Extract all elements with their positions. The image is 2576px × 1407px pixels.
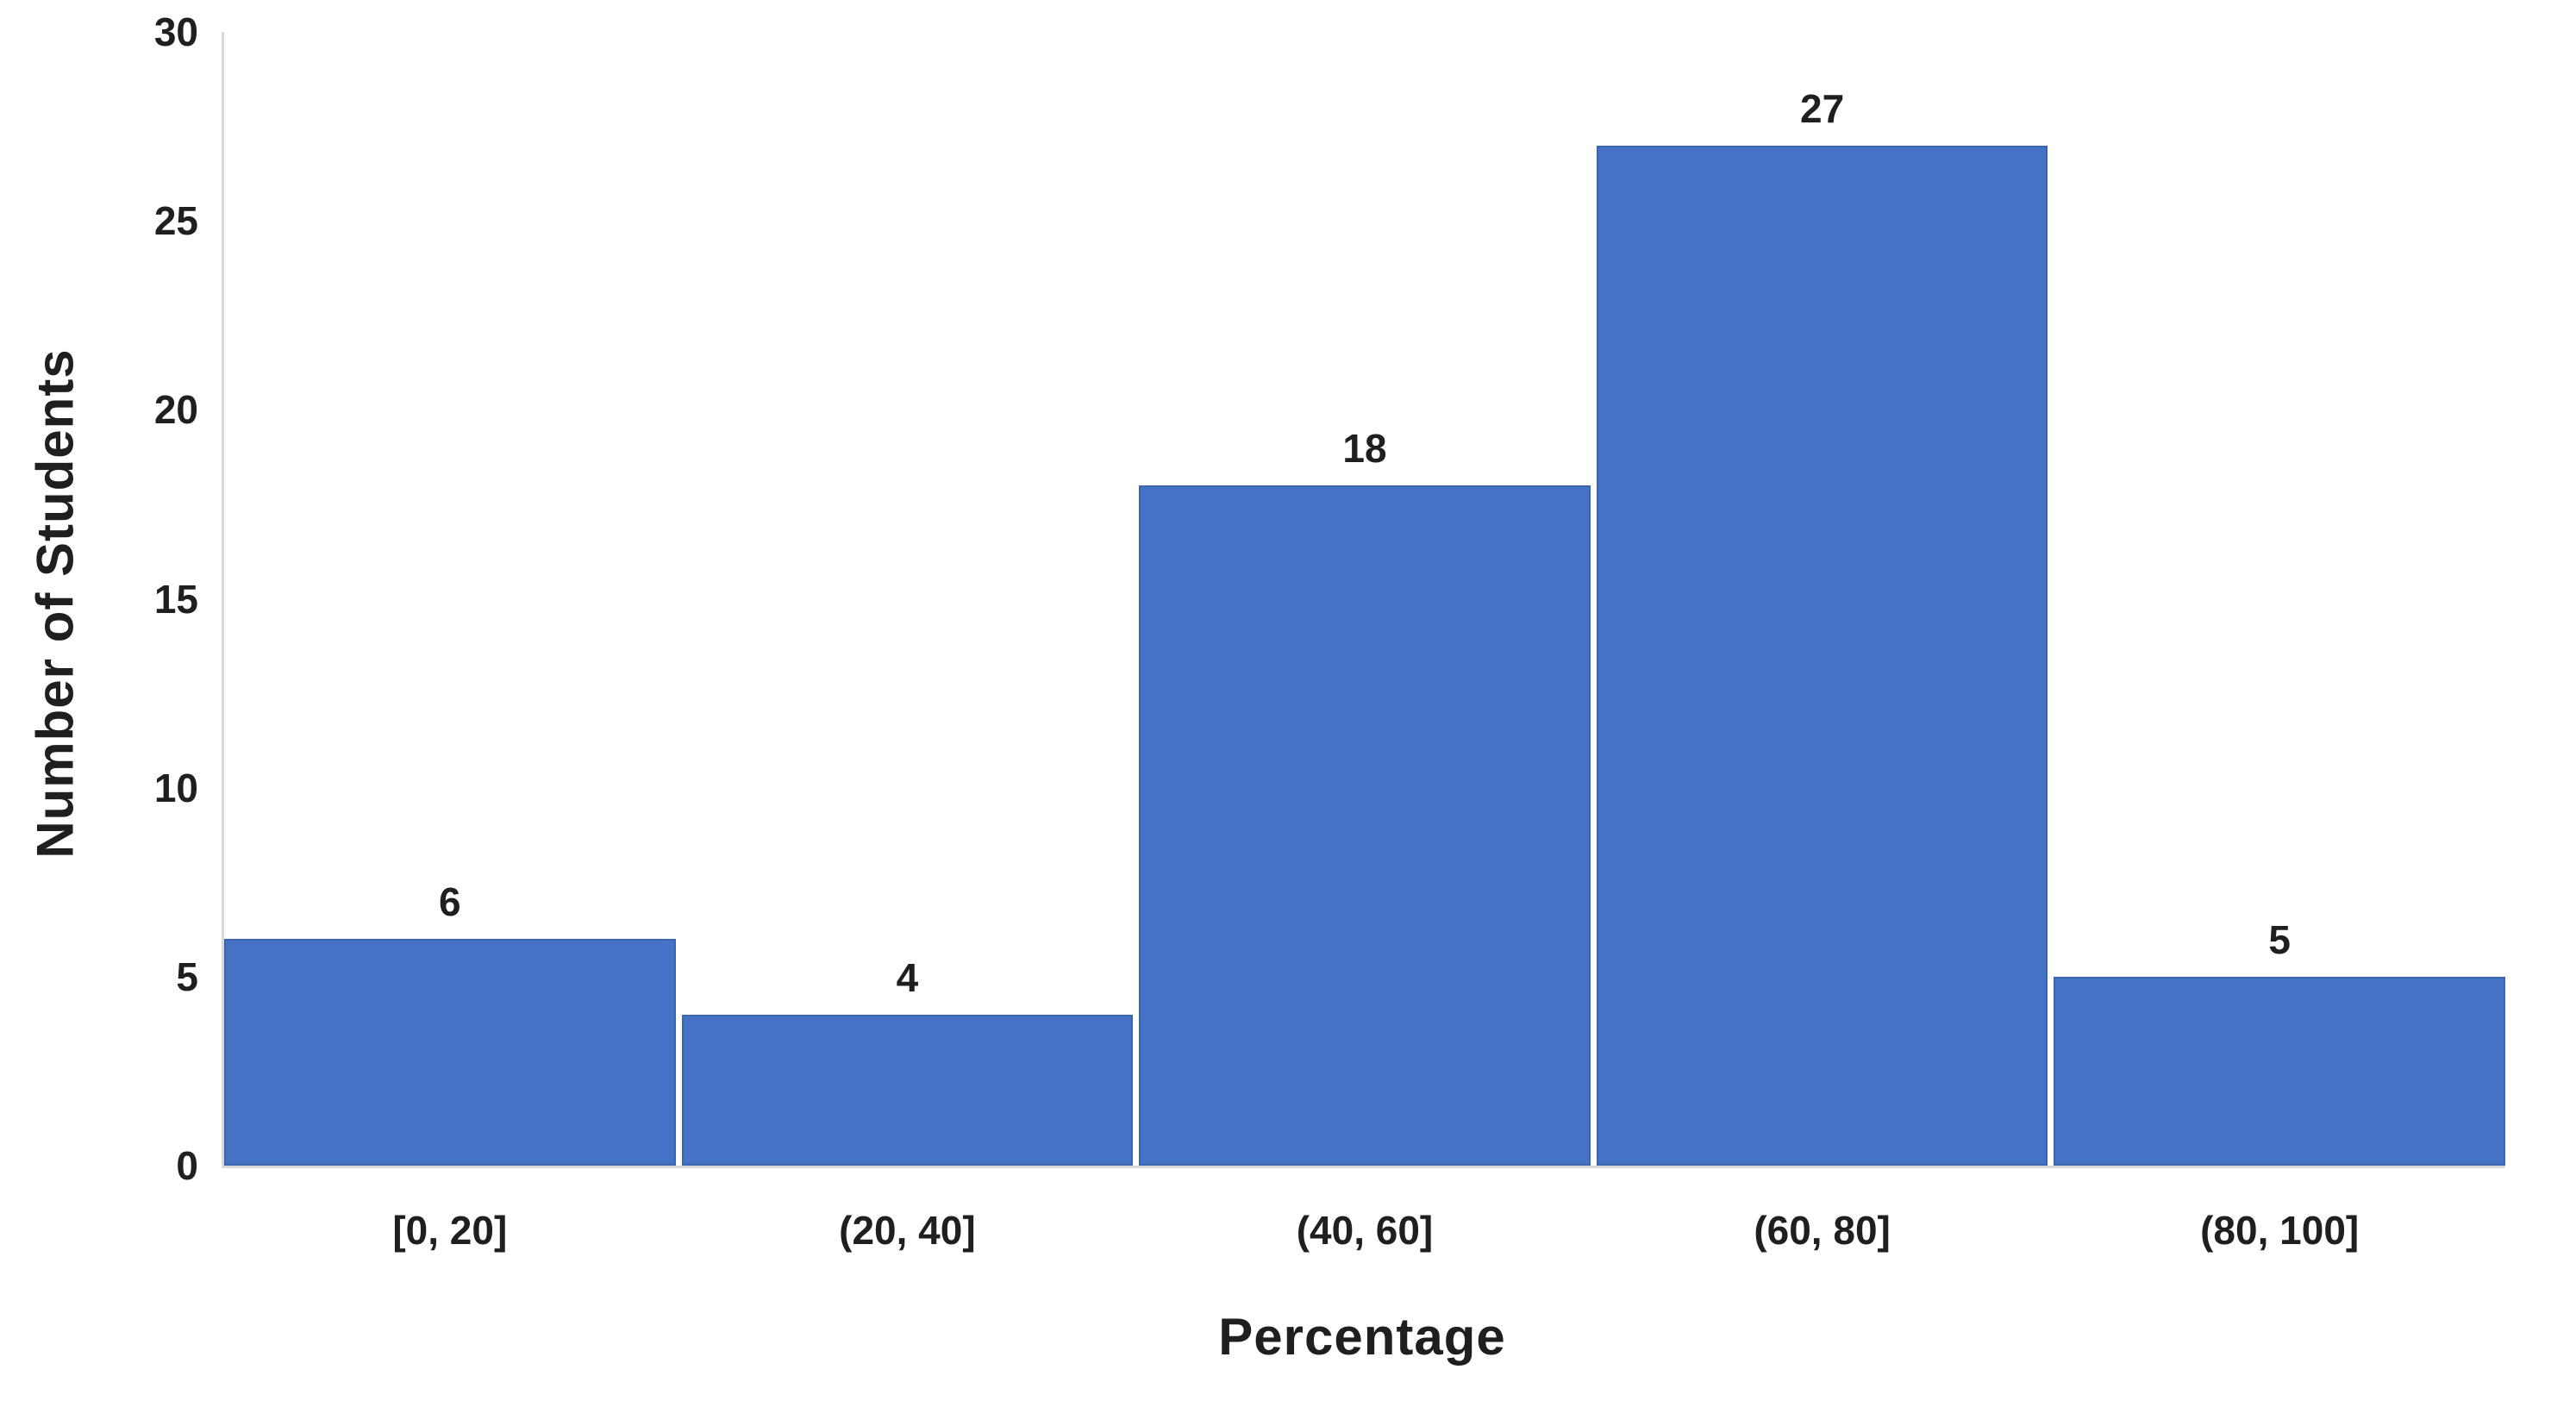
bar-(40, 60]: 18 — [1139, 426, 1591, 1166]
x-category-label: (60, 80] — [1754, 1208, 1891, 1253]
y-tick-label: 5 — [176, 954, 198, 999]
bar-(20, 40]: 4 — [681, 955, 1134, 1166]
bar-(80, 100]: 5 — [2054, 917, 2505, 1166]
y-axis-title: Number of Students — [26, 348, 84, 859]
y-tick-label: 20 — [153, 387, 198, 433]
bar-[0, 20]: 6 — [224, 879, 676, 1166]
bar-value-label: 6 — [439, 879, 461, 924]
x-axis-title: Percentage — [1218, 1308, 1506, 1366]
y-tick-label: 15 — [153, 576, 198, 622]
x-axis-category-labels: [0, 20] (20, 40] (40, 60] (60, 80] (80, 100] — [224, 1207, 2505, 1254]
x-category-label: [0, 20] — [392, 1208, 508, 1253]
y-tick-label: 25 — [153, 198, 198, 244]
bar-value-label: 27 — [1799, 85, 1845, 131]
x-category-label: (20, 40] — [839, 1208, 976, 1253]
bar-(60, 80]: 27 — [1596, 86, 2048, 1166]
plot-area: 6 4 18 27 5 [0, 20] (20, 40] (40, 60] (60, 80] (… — [154, 12, 2505, 1253]
bars-container: 6 4 18 27 5 — [224, 32, 2505, 1166]
bar-value-label: 5 — [2268, 916, 2291, 962]
x-category-label: (40, 60] — [1296, 1208, 1434, 1253]
y-tick-label: 30 — [153, 9, 198, 54]
x-category-label: (80, 100] — [2200, 1208, 2360, 1253]
bar-value-label: 4 — [896, 954, 919, 1000]
y-tick-label: 0 — [176, 1143, 198, 1188]
y-tick-label: 10 — [153, 765, 198, 810]
bar-value-label: 18 — [1342, 426, 1387, 471]
